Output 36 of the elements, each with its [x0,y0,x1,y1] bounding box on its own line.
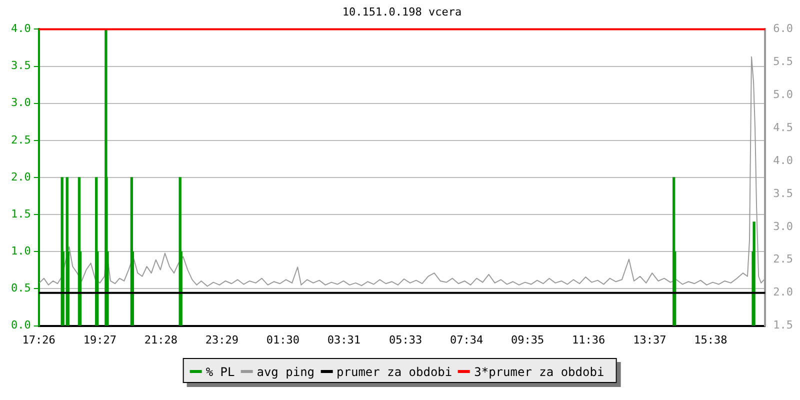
y-tick-label: 1.0 [10,244,31,258]
y-tick-label: 3.0 [10,96,31,110]
y-tick-label: 2.0 [10,170,31,184]
x-tick-label: 03:31 [327,333,361,346]
y2-tick-label: 2.5 [773,252,794,266]
x-tick-label: 01:30 [266,333,300,346]
y2-tick-label: 2.0 [773,286,794,299]
y2-tick-label: 4.0 [773,154,794,167]
y2-tick-label: 4.5 [773,120,794,134]
legend-label: 3*prumer za obdobi [474,364,604,378]
x-tick-label: 11:36 [572,333,606,346]
y2-tick-label: 1.5 [773,318,794,332]
y2-tick-label: 5.0 [773,88,794,101]
x-tick-label: 21:28 [144,333,178,346]
y-tick-label: 2.5 [10,133,31,146]
y2-tick-label: 3.5 [773,186,794,200]
y2-tick-label: 5.5 [773,55,794,68]
x-tick-label: 13:37 [633,333,666,346]
chart-title: 10.151.0.198 vcera [342,5,462,18]
y2-tick-label: 3.0 [773,220,794,233]
legend-label: prumer za obdobi [336,364,452,378]
y2-tick-label: 6.0 [773,22,794,36]
legend-label: avg ping [256,364,315,378]
x-tick-label: 05:33 [388,333,422,346]
y-tick-label: 1.5 [10,207,31,220]
y-tick-label: 3.5 [10,59,31,72]
x-tick-label: 15:38 [694,333,728,346]
x-tick-label: 19:27 [83,333,116,346]
y-tick-label: 0.0 [10,318,31,332]
x-tick-label: 17:26 [22,333,56,346]
legend-label: % PL [206,364,235,378]
x-tick-label: 09:35 [511,333,544,346]
x-tick-label: 07:34 [450,333,484,346]
x-tick-label: 23:29 [205,333,239,346]
y-tick-label: 4.0 [10,22,31,36]
y-tick-label: 0.5 [10,282,31,295]
